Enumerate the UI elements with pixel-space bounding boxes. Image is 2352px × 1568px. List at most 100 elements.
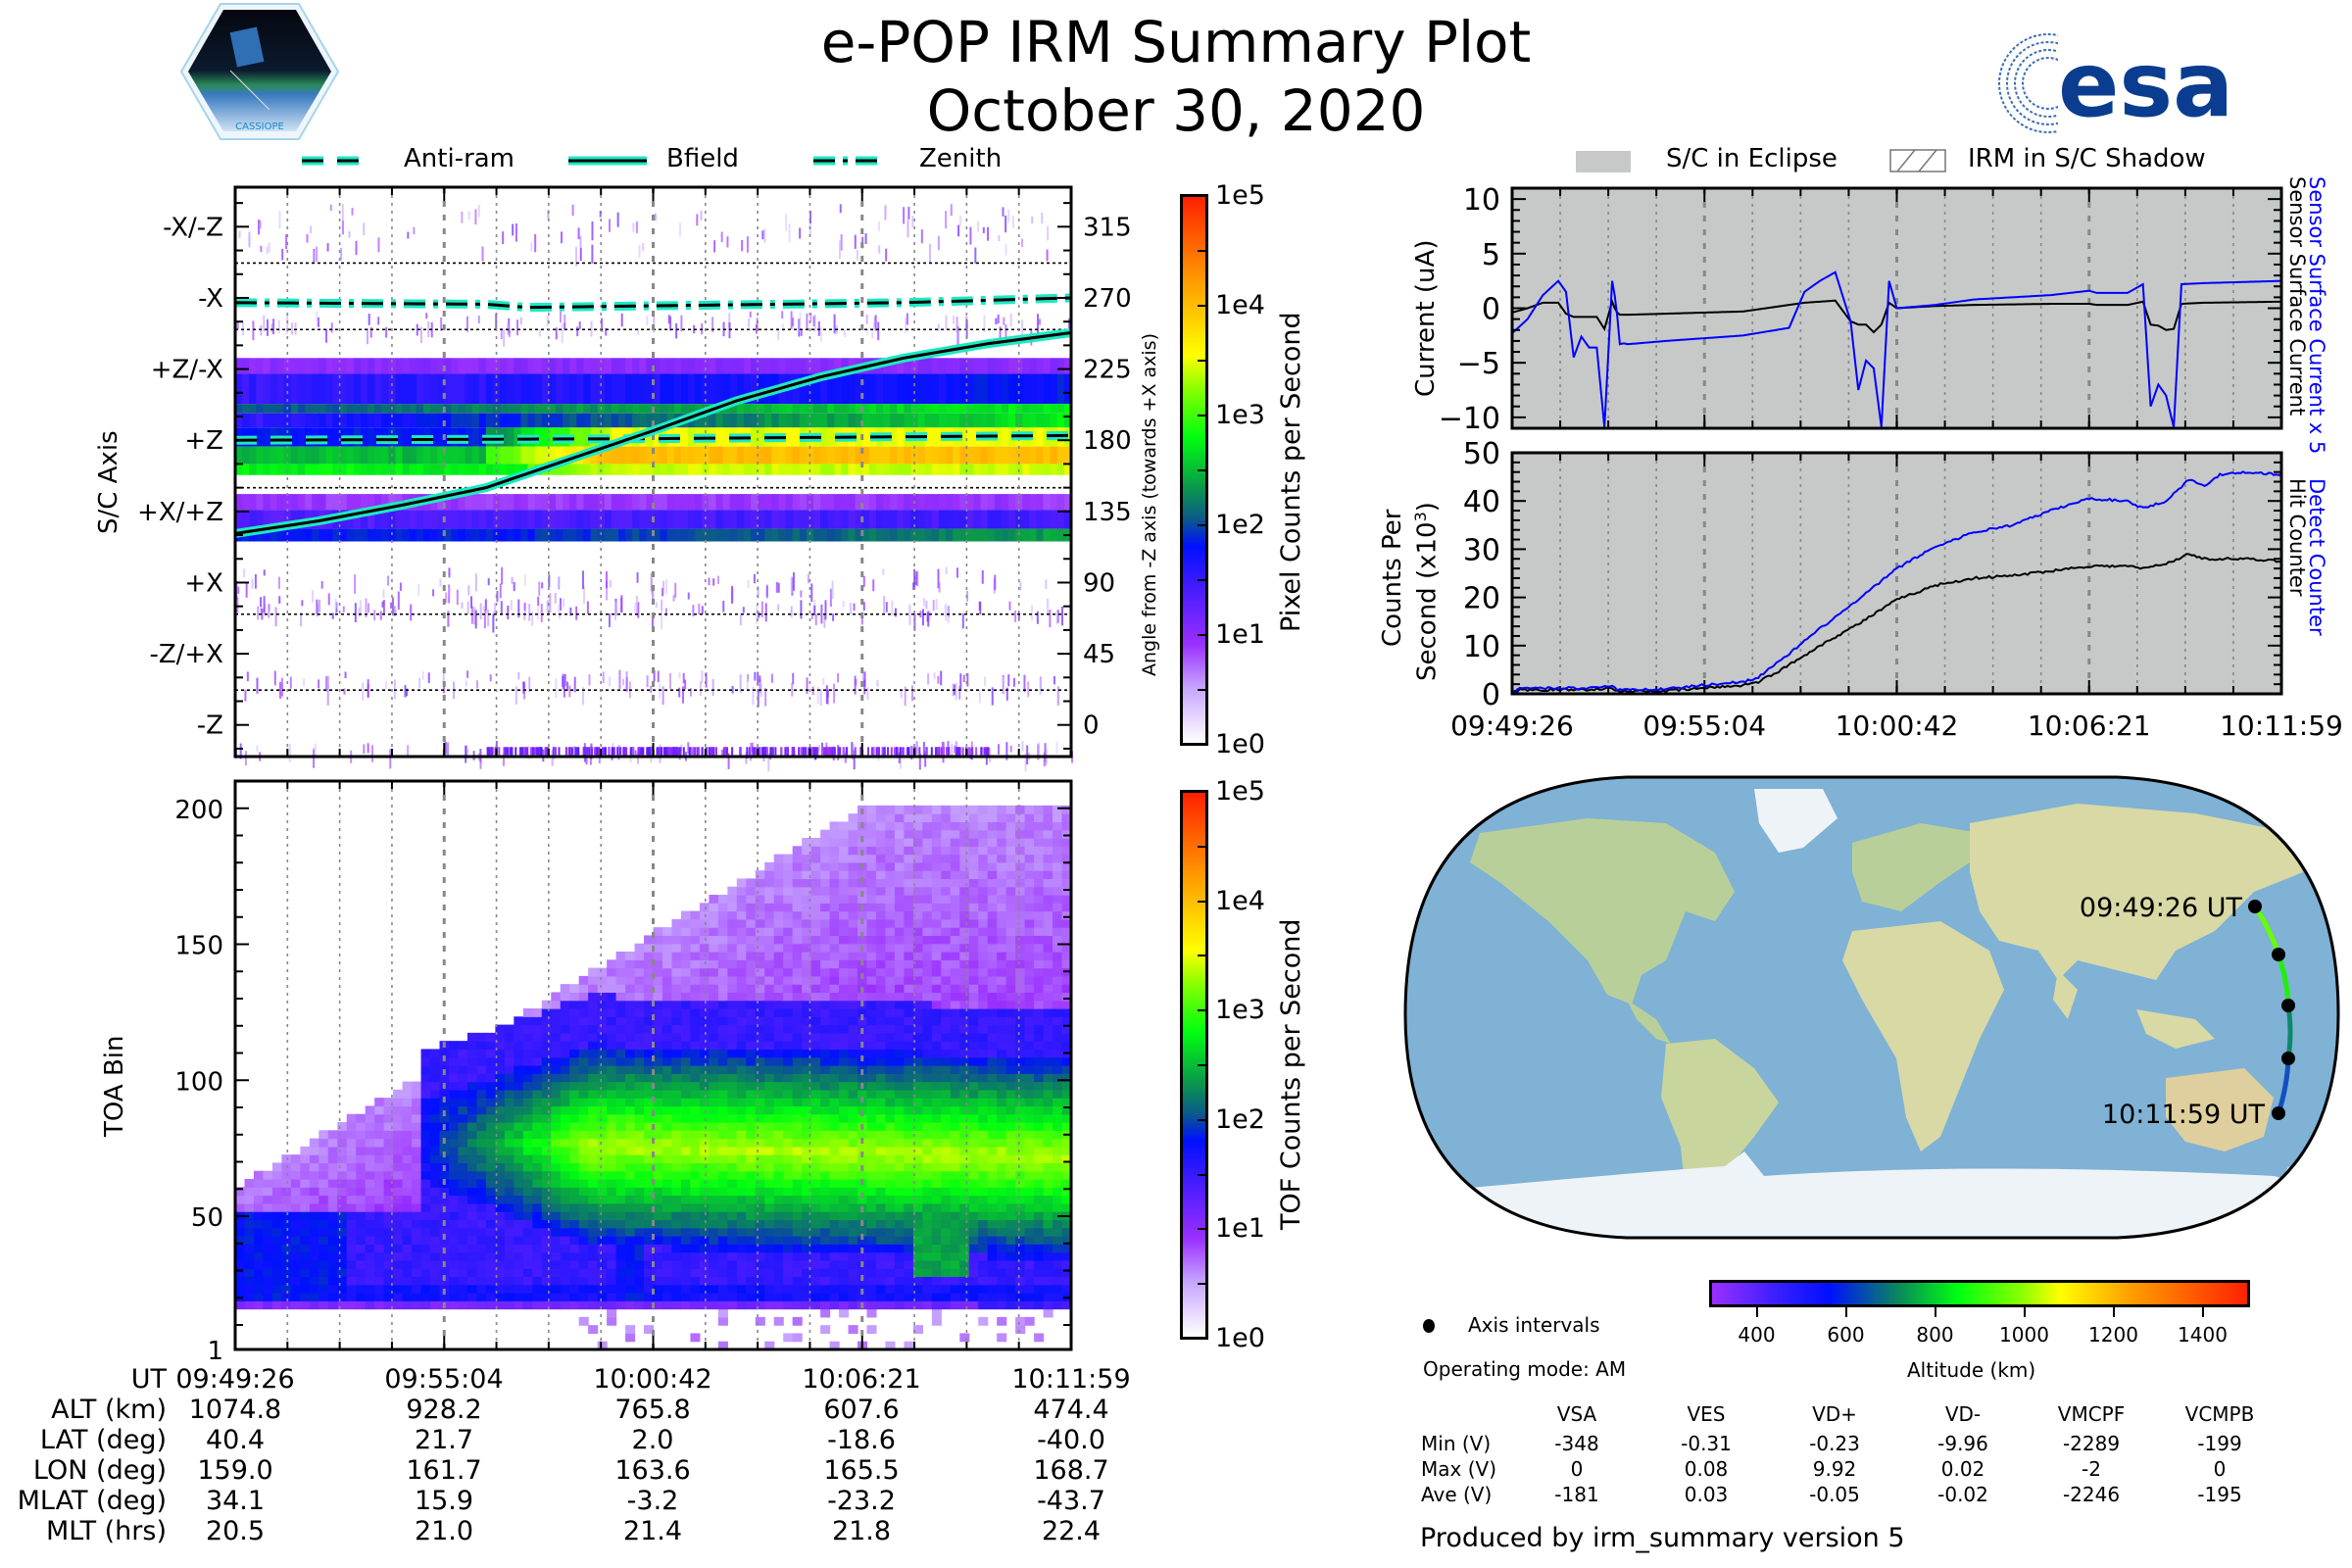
toa-cell — [569, 1236, 580, 1245]
toa-cell — [560, 1041, 570, 1051]
toa-cell — [569, 1122, 580, 1131]
sc-band-cell — [646, 510, 655, 529]
sc-band-cell — [576, 510, 585, 529]
sc-band-cell — [507, 358, 514, 374]
sc-band-cell — [604, 358, 612, 374]
sc-noise-pixel — [790, 576, 793, 594]
toa-cell — [235, 1259, 246, 1269]
toa-cell — [764, 1154, 775, 1164]
toa-cell — [848, 1049, 858, 1058]
toa-cell — [839, 1202, 850, 1212]
sc-band-cell — [709, 413, 717, 428]
toa-cell — [680, 959, 692, 969]
toa-cell — [783, 1195, 794, 1204]
toa-cell — [485, 1146, 496, 1155]
sc-noise-pixel — [903, 207, 906, 224]
sc-noise-pixel — [484, 599, 487, 612]
toa-cell — [810, 1293, 821, 1301]
toa-cell — [607, 1122, 617, 1131]
sc-noise-pixel — [910, 685, 913, 702]
sc-noise-pixel — [286, 314, 289, 334]
toa-cell — [653, 975, 663, 985]
sc-noise-pixel — [448, 586, 451, 596]
toa-cell — [773, 1227, 784, 1237]
toa-cell — [783, 1202, 794, 1212]
sc-band-cell — [688, 528, 696, 542]
toa-cell — [263, 1284, 273, 1294]
sc-band-cell — [632, 494, 640, 511]
sc-band-cell — [987, 494, 996, 511]
sc-noise-pixel — [784, 747, 787, 756]
sc-band-cell — [471, 528, 480, 542]
toa-cell — [717, 1268, 728, 1278]
toa-cell — [802, 878, 812, 888]
sc-noise-pixel — [549, 593, 552, 612]
sc-band-cell — [283, 413, 292, 428]
sc-band-cell — [437, 510, 445, 529]
sc-band-cell — [471, 358, 480, 374]
toa-cell — [839, 952, 850, 960]
sc-band-cell — [360, 510, 368, 529]
toa-cell — [541, 1089, 552, 1099]
sc-noise-pixel — [739, 613, 742, 626]
sc-noise-pixel — [528, 604, 531, 621]
toa-cell — [346, 1130, 357, 1140]
sc-band-cell — [1001, 446, 1009, 465]
sc-band-cell — [430, 404, 438, 414]
sc-noise-pixel — [753, 573, 756, 584]
toa-cell — [578, 1316, 589, 1326]
toa-cell — [504, 1089, 514, 1099]
toa-cell — [476, 1276, 487, 1286]
toa-cell — [309, 1219, 319, 1229]
sc-band-cell — [785, 446, 794, 465]
toa-cell — [578, 1268, 589, 1278]
sc-band-cell — [353, 358, 362, 374]
toa-cell — [848, 1236, 858, 1245]
toa-cell — [346, 1122, 357, 1131]
sc-band-cell — [646, 446, 655, 465]
toa-cell — [458, 1130, 468, 1140]
sc-band-cell — [485, 464, 494, 475]
toa-cell — [541, 1138, 552, 1148]
sc-noise-pixel — [482, 606, 485, 616]
toa-cell — [727, 1130, 738, 1140]
toa-cell — [671, 1098, 682, 1107]
pixel-colorbar-tick-label: 1e1 — [1215, 619, 1265, 650]
toa-cell — [717, 1202, 728, 1212]
toa-cell — [383, 1098, 394, 1107]
toa-cell — [263, 1251, 273, 1261]
toa-cell — [671, 1259, 682, 1269]
toa-cell — [810, 1276, 821, 1286]
toa-cell — [810, 967, 821, 977]
sc-band-cell — [806, 413, 814, 428]
sc-band-cell — [256, 494, 265, 511]
sc-band-cell — [931, 528, 940, 542]
sc-noise-pixel — [473, 607, 476, 625]
toa-cell — [839, 1138, 850, 1148]
pixel-colorbar-tick — [1198, 634, 1207, 636]
legend-shadow-label: IRM in S/C Shadow — [1968, 144, 2206, 173]
toa-cell — [551, 1138, 562, 1148]
sc-band-cell — [625, 464, 633, 475]
toa-cell — [439, 1251, 450, 1261]
sc-noise-pixel — [311, 590, 314, 603]
toa-cell — [755, 992, 765, 1002]
toa-cell — [337, 1179, 348, 1188]
toa-cell — [430, 1195, 441, 1204]
toa-cell — [746, 1105, 757, 1115]
toa-cell — [532, 1049, 543, 1058]
sc-band-cell — [332, 358, 341, 374]
sc-band-cell — [695, 528, 703, 542]
sc-noise-pixel — [864, 233, 867, 244]
sc-noise-pixel — [635, 221, 638, 233]
sc-band-cell — [611, 373, 619, 405]
sc-band-cell — [1008, 494, 1016, 511]
toa-cell — [412, 1162, 422, 1172]
sc-band-cell — [1063, 413, 1072, 428]
sc-noise-pixel — [757, 586, 760, 599]
toa-cell — [848, 1293, 858, 1301]
sc-band-cell — [339, 446, 348, 465]
sc-noise-pixel — [948, 747, 951, 756]
toa-cell — [318, 1162, 329, 1172]
sc-band-cell — [695, 404, 703, 414]
